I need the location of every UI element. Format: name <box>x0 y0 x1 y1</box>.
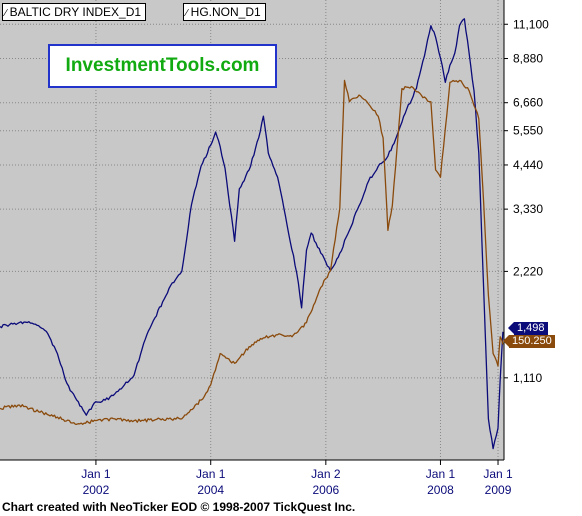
legend-label-hg: HG.NON_D1 <box>190 5 261 19</box>
watermark-logo: InvestmentTools.com <box>48 44 277 88</box>
x-tick-label: Jan 1 <box>196 467 226 481</box>
series-line-hg <box>0 79 504 425</box>
x-axis: Jan 1 2002 Jan 1 2004 Jan 2 2006 Jan 1 2008 Jan … <box>81 460 513 497</box>
y-tick-label: 4,440 <box>513 158 543 172</box>
x-tick-label: 2008 <box>427 483 454 497</box>
x-tick-label: 2004 <box>197 483 224 497</box>
series-line-bdi <box>0 18 504 450</box>
last-value-tag-hg: 150.250 <box>503 335 555 348</box>
legend-series-2: ∕ HG.NON_D1 <box>183 3 266 21</box>
legend-label-bdi: BALTIC DRY INDEX_D1 <box>9 5 142 19</box>
y-tick-label: 3,330 <box>513 202 543 216</box>
x-tick-label: Jan 1 <box>81 467 111 481</box>
series-layer <box>0 18 504 450</box>
y-tick-label: 2,220 <box>513 264 543 278</box>
line-series-icon: ∕ <box>186 8 188 19</box>
chart-credit: Chart created with NeoTicker EOD © 1998-… <box>2 500 356 514</box>
line-series-icon: ∕ <box>5 8 7 19</box>
y-tick-label: 1,110 <box>513 371 542 385</box>
y-tick-label: 8,880 <box>513 52 543 66</box>
y-tick-label: 5,550 <box>513 124 543 138</box>
x-tick-label: 2002 <box>83 483 110 497</box>
x-tick-label: 2009 <box>485 483 512 497</box>
x-tick-label: Jan 1 <box>426 467 456 481</box>
x-tick-label: Jan 2 <box>311 467 341 481</box>
y-axis: 11,100 8,880 6,660 5,550 4,440 3,330 2,220 1,11… <box>504 17 549 385</box>
last-value-tag-bdi: 1,498 <box>508 322 548 335</box>
legend-series-1: ∕ BALTIC DRY INDEX_D1 <box>2 3 147 21</box>
x-tick-label: Jan 1 <box>483 467 513 481</box>
y-tick-label: 6,660 <box>513 96 543 110</box>
grid-lines <box>0 0 504 460</box>
y-tick-label: 11,100 <box>513 17 549 31</box>
x-tick-label: 2006 <box>312 483 339 497</box>
